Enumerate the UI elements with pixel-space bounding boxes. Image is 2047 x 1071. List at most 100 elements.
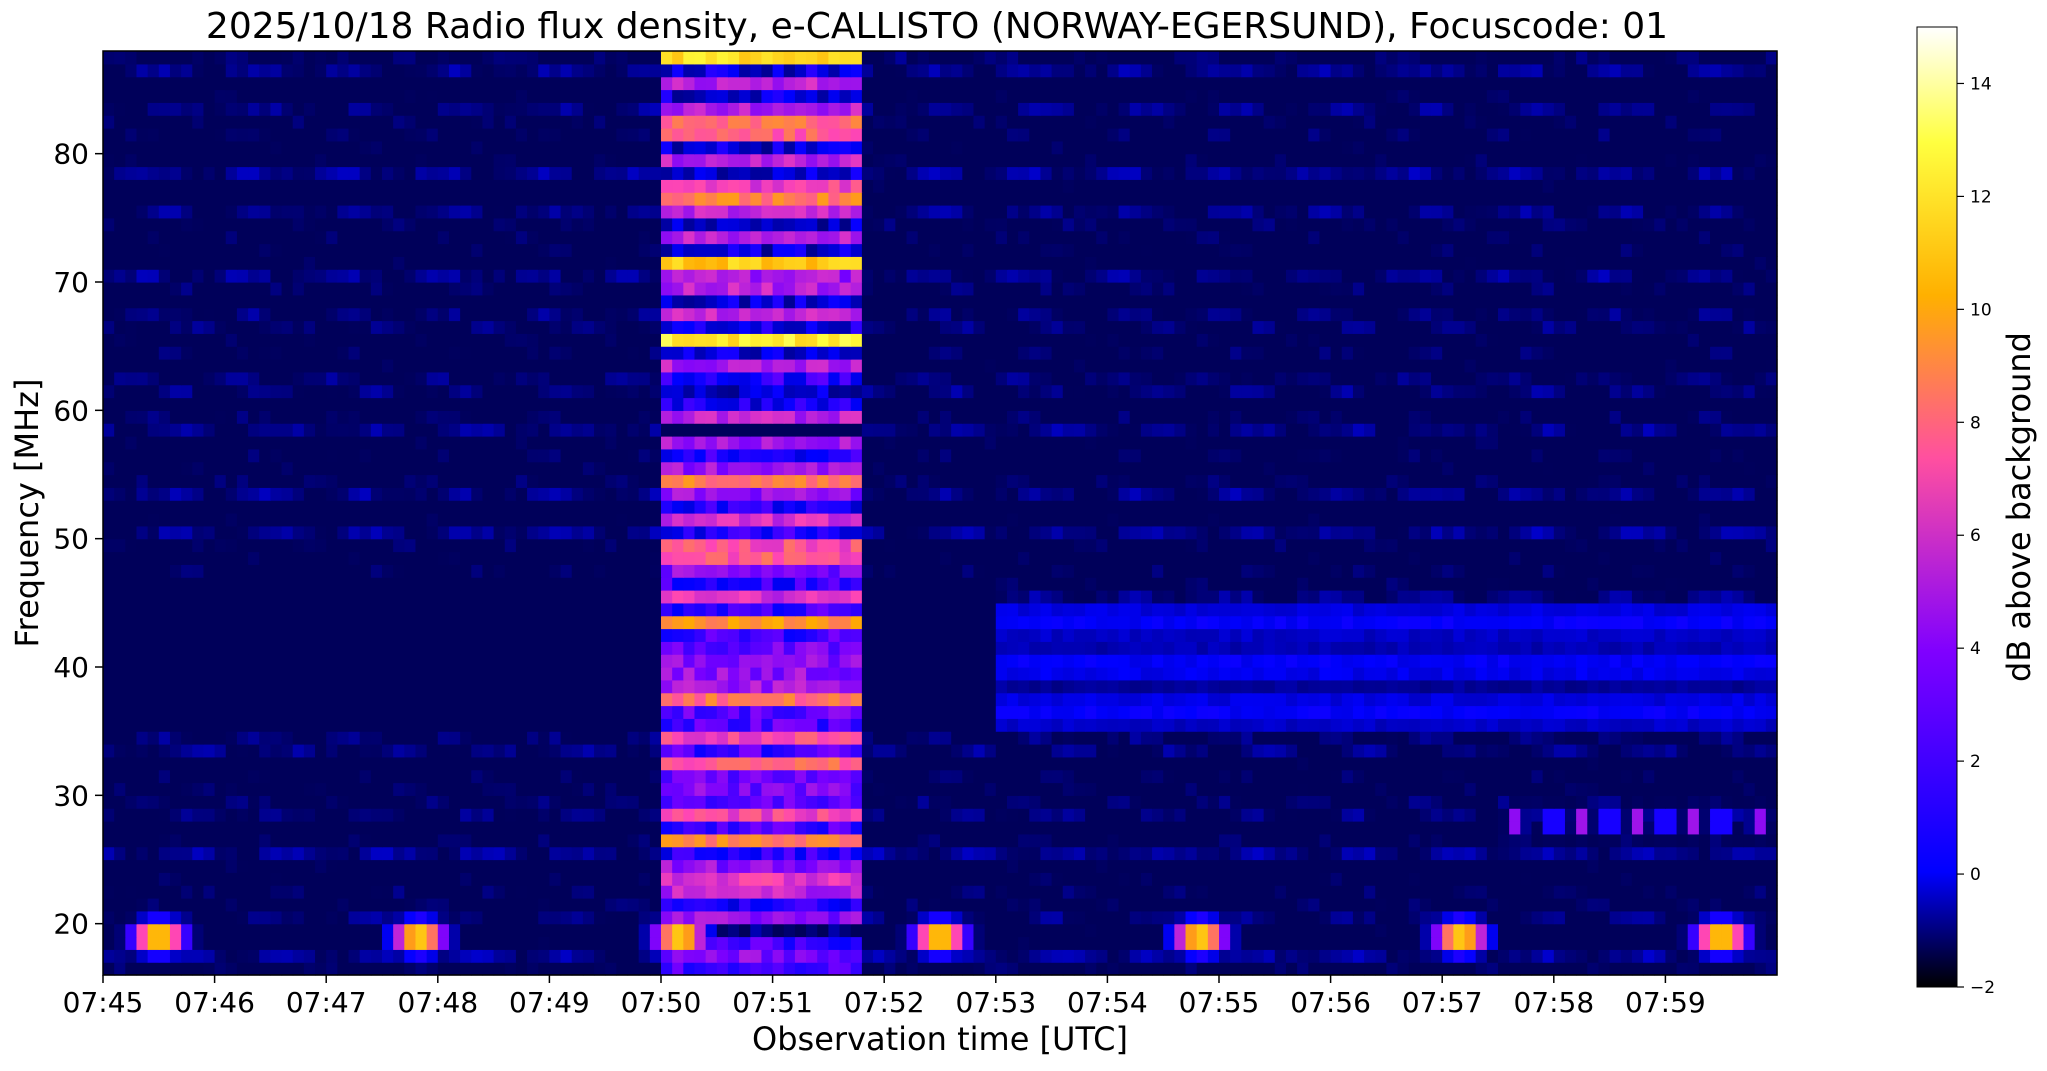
heatmap-cell bbox=[1330, 949, 1343, 963]
heatmap-cell bbox=[917, 910, 930, 925]
heatmap-cell bbox=[1062, 923, 1075, 938]
heatmap-cell bbox=[1140, 628, 1153, 642]
heatmap-cell bbox=[1710, 718, 1722, 732]
heatmap-cell bbox=[1185, 692, 1198, 707]
heatmap-cell bbox=[1475, 885, 1488, 899]
heatmap-cell bbox=[103, 551, 115, 565]
heatmap-cell bbox=[616, 705, 629, 719]
heatmap-cell bbox=[270, 821, 283, 835]
heatmap-cell bbox=[192, 667, 205, 681]
heatmap-cell bbox=[114, 692, 126, 707]
heatmap-cell bbox=[1118, 898, 1131, 912]
heatmap-cell bbox=[538, 551, 550, 565]
heatmap-cell bbox=[1174, 756, 1187, 771]
heatmap-cell bbox=[1152, 808, 1164, 822]
heatmap-cell bbox=[1654, 846, 1666, 861]
heatmap-cell bbox=[1308, 872, 1321, 886]
heatmap-cell bbox=[1509, 769, 1521, 784]
heatmap-cell bbox=[527, 859, 539, 873]
heatmap-cell bbox=[995, 923, 1008, 938]
heatmap-cell bbox=[437, 602, 450, 617]
heatmap-cell bbox=[984, 731, 997, 745]
heatmap-cell bbox=[1598, 769, 1611, 784]
heatmap-cell bbox=[1051, 654, 1064, 668]
heatmap-cell bbox=[850, 628, 863, 642]
heatmap-cell bbox=[560, 654, 573, 668]
heatmap-cell bbox=[538, 949, 550, 963]
heatmap-cell bbox=[1587, 756, 1600, 771]
heatmap-cell bbox=[605, 885, 617, 899]
heatmap-cell bbox=[794, 756, 807, 771]
heatmap-cell bbox=[248, 898, 260, 912]
heatmap-cell bbox=[638, 731, 651, 745]
heatmap-cell bbox=[1587, 949, 1600, 963]
heatmap-cell bbox=[627, 808, 640, 822]
heatmap-cell bbox=[1386, 756, 1399, 771]
heatmap-cell bbox=[1029, 833, 1042, 848]
heatmap-cell bbox=[705, 846, 718, 861]
heatmap-cell bbox=[917, 898, 930, 912]
heatmap-cell bbox=[1107, 705, 1120, 719]
heatmap-cell bbox=[1174, 628, 1187, 642]
heatmap-cell bbox=[1553, 910, 1566, 925]
heatmap-cell bbox=[1073, 564, 1086, 578]
heatmap-cell bbox=[404, 898, 417, 912]
heatmap-cell bbox=[1163, 692, 1175, 707]
heatmap-cell bbox=[984, 744, 997, 758]
heatmap-cell bbox=[1654, 898, 1666, 912]
heatmap-cell bbox=[1754, 898, 1767, 912]
heatmap-cell bbox=[1006, 718, 1019, 732]
heatmap-cell bbox=[1319, 705, 1332, 719]
heatmap-cell bbox=[1375, 795, 1387, 809]
heatmap-cell bbox=[1687, 885, 1700, 899]
heatmap-cell bbox=[649, 833, 662, 848]
heatmap-cell bbox=[1576, 718, 1588, 732]
heatmap-cell bbox=[1152, 859, 1164, 873]
heatmap-cell bbox=[705, 744, 718, 758]
heatmap-cell bbox=[125, 705, 138, 719]
heatmap-cell bbox=[1230, 564, 1242, 578]
heatmap-cell bbox=[114, 538, 126, 553]
heatmap-cell bbox=[895, 769, 908, 784]
heatmap-cell bbox=[571, 910, 584, 925]
heatmap-cell bbox=[527, 962, 539, 976]
heatmap-cell bbox=[248, 885, 260, 899]
heatmap-cell bbox=[661, 641, 673, 655]
heatmap-cell bbox=[839, 679, 852, 694]
heatmap-cell bbox=[727, 859, 740, 873]
heatmap-cell bbox=[1754, 551, 1767, 565]
heatmap-cell bbox=[1118, 846, 1131, 861]
heatmap-cell bbox=[136, 769, 149, 784]
heatmap-cell bbox=[1252, 859, 1265, 873]
heatmap-cell bbox=[973, 641, 986, 655]
heatmap-cell bbox=[460, 654, 472, 668]
heatmap-cell bbox=[1498, 718, 1510, 732]
heatmap-cell bbox=[527, 885, 539, 899]
heatmap-cell bbox=[1576, 577, 1588, 591]
heatmap-cell bbox=[683, 859, 696, 873]
heatmap-cell bbox=[1631, 910, 1644, 925]
heatmap-cell bbox=[1498, 936, 1510, 950]
heatmap-cell bbox=[147, 859, 160, 873]
heatmap-cell bbox=[850, 833, 863, 848]
heatmap-cell bbox=[404, 923, 417, 938]
heatmap-cell bbox=[136, 551, 149, 565]
heatmap-cell bbox=[1542, 551, 1555, 565]
heatmap-cell bbox=[1207, 821, 1220, 835]
heatmap-cell bbox=[1419, 821, 1432, 835]
heatmap-cell bbox=[292, 538, 305, 553]
heatmap-cell bbox=[850, 808, 863, 822]
heatmap-cell bbox=[382, 885, 394, 899]
heatmap-cell bbox=[794, 936, 807, 950]
heatmap-cell bbox=[169, 756, 182, 771]
heatmap-cell bbox=[1475, 962, 1488, 976]
heatmap-cell bbox=[1643, 782, 1655, 796]
heatmap-cell bbox=[437, 577, 450, 591]
heatmap-cell bbox=[1006, 628, 1019, 642]
heatmap-cell bbox=[1051, 756, 1064, 771]
heatmap-cell bbox=[1006, 679, 1019, 694]
heatmap-cell bbox=[538, 718, 550, 732]
heatmap-cell bbox=[1676, 577, 1689, 591]
heatmap-cell bbox=[426, 782, 439, 796]
heatmap-cell bbox=[214, 628, 227, 642]
